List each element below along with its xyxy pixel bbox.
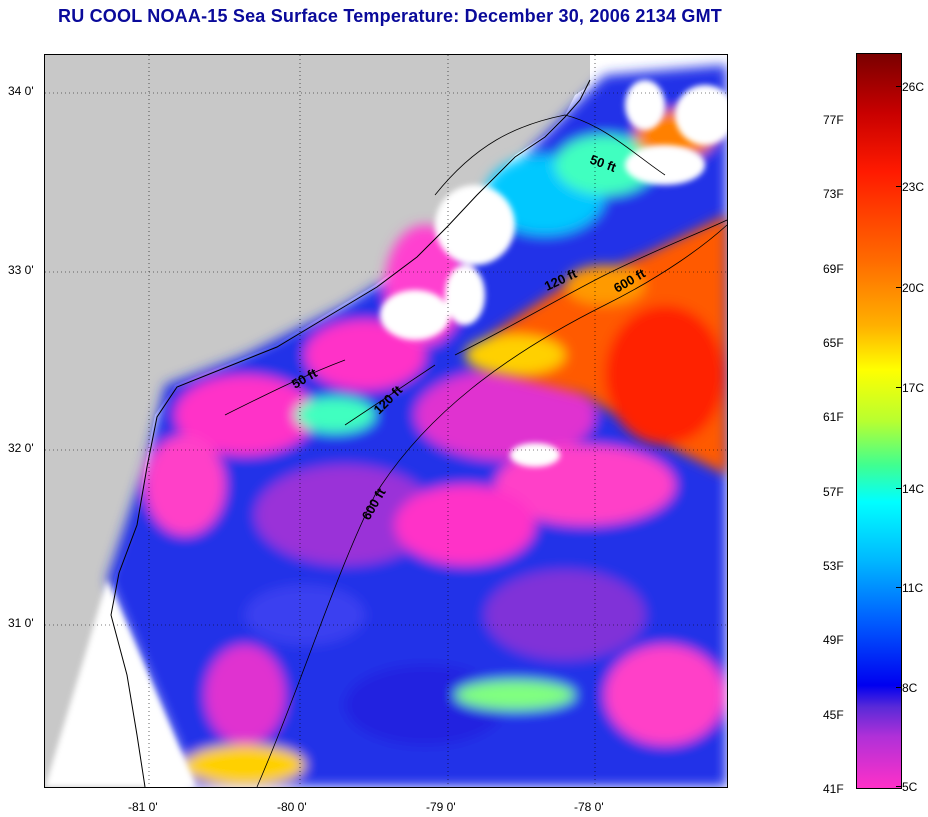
lat-label-31: 31 0' <box>8 616 34 630</box>
colorbar-c-23: 23C <box>902 180 925 194</box>
colorbar-f-69: 69F <box>823 262 844 276</box>
colorbar-f-61: 61F <box>823 410 844 424</box>
coastline <box>110 79 591 787</box>
isobath-50ft-north <box>434 114 666 196</box>
colorbar-f-57: 57F <box>823 485 844 499</box>
isobath-600ft <box>256 224 727 787</box>
colorbar-c-20: 20C <box>902 281 925 295</box>
colorbar-c-14: 14C <box>902 482 925 496</box>
lat-label-32: 32 0' <box>8 441 34 455</box>
isobath-120ft <box>454 219 727 356</box>
sst-map[interactable]: 50 ft 120 ft 600 ft 50 ft 120 ft 600 ft <box>44 54 728 788</box>
lon-label-81: -81 0' <box>128 800 158 814</box>
lat-label-33: 33 0' <box>8 263 34 277</box>
colorbar-f-41: 41F <box>823 782 844 796</box>
colorbar-c-11: 11C <box>902 581 924 595</box>
lon-label-80: -80 0' <box>277 800 307 814</box>
colorbar-f-49: 49F <box>823 633 844 647</box>
colorbar-f-53: 53F <box>823 559 844 573</box>
colorbar-c-17: 17C <box>902 381 925 395</box>
land-area <box>45 55 590 787</box>
isobath-50ft-south <box>224 359 346 416</box>
colorbar-c-5: 5C <box>902 780 918 794</box>
lon-label-78: -78 0' <box>574 800 604 814</box>
colorbar-c-26: 26C <box>902 80 925 94</box>
graticule <box>45 55 727 787</box>
colorbar-f-77: 77F <box>823 113 844 127</box>
isobath-120ft-south <box>344 364 436 426</box>
lat-label-34: 34 0' <box>8 84 34 98</box>
colorbar-c-8: 8C <box>902 681 918 695</box>
colorbar-f-73: 73F <box>823 187 844 201</box>
sst-map-graphic: 50 ft 120 ft 600 ft 50 ft 120 ft 600 ft <box>45 55 727 787</box>
colorbar-f-45: 45F <box>823 708 844 722</box>
lon-label-79: -79 0' <box>426 800 456 814</box>
color-scale-bar <box>856 53 902 789</box>
colorbar-f-65: 65F <box>823 336 844 350</box>
map-title: RU COOL NOAA-15 Sea Surface Temperature:… <box>58 6 722 26</box>
